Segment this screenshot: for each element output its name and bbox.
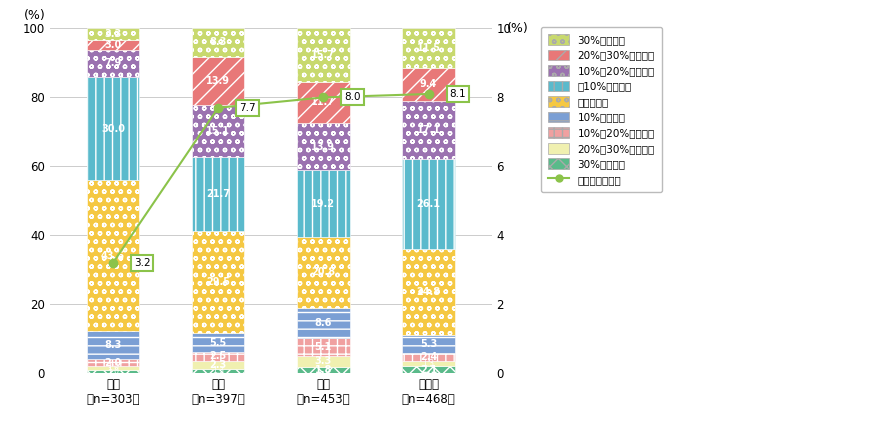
Bar: [191, 232, 244, 333]
Bar: [191, 157, 244, 232]
Text: 15.1: 15.1: [206, 126, 230, 136]
Text: 2.4: 2.4: [420, 352, 437, 362]
Bar: [86, 28, 139, 40]
Text: 29.5: 29.5: [206, 277, 230, 287]
Bar: [191, 352, 244, 361]
Text: 2.3: 2.3: [210, 360, 227, 370]
Text: 3.3: 3.3: [104, 29, 122, 39]
Text: 1.0: 1.0: [107, 363, 119, 373]
Text: 15.7: 15.7: [311, 50, 335, 60]
Bar: [402, 160, 455, 249]
Text: 5.3: 5.3: [420, 339, 437, 349]
Text: 8.3: 8.3: [104, 340, 122, 350]
Text: 11.7: 11.7: [311, 97, 335, 107]
Bar: [402, 29, 455, 68]
Text: 5.5: 5.5: [210, 338, 227, 348]
Bar: [297, 28, 349, 82]
Text: 8.0: 8.0: [344, 93, 361, 102]
Text: 7.7: 7.7: [239, 103, 256, 113]
Text: 11.5: 11.5: [416, 43, 440, 53]
Bar: [86, 77, 139, 181]
Text: 1.8: 1.8: [315, 365, 332, 375]
Text: 17.1: 17.1: [416, 125, 440, 135]
Text: 3.3: 3.3: [315, 356, 332, 366]
Bar: [86, 50, 139, 77]
Text: 3.0: 3.0: [104, 40, 122, 50]
Bar: [86, 370, 139, 373]
Text: 5.1: 5.1: [315, 342, 332, 352]
Bar: [402, 361, 455, 366]
Bar: [86, 181, 139, 331]
Bar: [297, 82, 349, 123]
Bar: [402, 68, 455, 101]
Text: 26.1: 26.1: [416, 200, 440, 209]
Text: 20.8: 20.8: [311, 267, 335, 277]
Text: 8.3: 8.3: [209, 37, 227, 48]
Y-axis label: (%): (%): [24, 8, 45, 21]
Bar: [297, 338, 349, 356]
Text: 2.5: 2.5: [210, 352, 227, 361]
Text: 24.8: 24.8: [416, 287, 441, 297]
Text: 1.3: 1.3: [422, 359, 435, 368]
Bar: [297, 123, 349, 171]
Text: 9.4: 9.4: [420, 79, 437, 89]
Bar: [402, 249, 455, 335]
Text: 13.9: 13.9: [311, 141, 335, 152]
Bar: [402, 353, 455, 361]
Text: 2.1: 2.1: [420, 365, 437, 375]
Text: 30.0: 30.0: [101, 124, 125, 134]
Text: 43.6: 43.6: [101, 250, 125, 261]
Bar: [297, 367, 349, 373]
Text: 8.6: 8.6: [315, 318, 332, 328]
Bar: [191, 105, 244, 157]
Text: 7.9: 7.9: [104, 59, 122, 69]
Bar: [402, 101, 455, 160]
Bar: [86, 366, 139, 370]
Bar: [86, 40, 139, 50]
Bar: [191, 361, 244, 369]
Bar: [191, 333, 244, 352]
Bar: [297, 237, 349, 308]
Bar: [402, 335, 455, 353]
Bar: [86, 331, 139, 360]
Bar: [191, 369, 244, 373]
Text: 1.3: 1.3: [212, 366, 224, 376]
Text: 1.0: 1.0: [107, 367, 119, 376]
Text: 3.2: 3.2: [134, 258, 151, 268]
Text: 8.1: 8.1: [450, 89, 467, 99]
Bar: [191, 57, 244, 105]
Bar: [297, 308, 349, 338]
Text: 19.2: 19.2: [311, 199, 335, 208]
Bar: [297, 356, 349, 367]
Text: 2.0: 2.0: [104, 358, 122, 368]
Bar: [402, 366, 455, 373]
Text: 13.9: 13.9: [206, 76, 230, 86]
Text: 21.7: 21.7: [206, 189, 230, 199]
Legend: 30%以上増加, 20%～30%未満増加, 10%～20%未満増加, ～10%未満増加, 変わらない, 10%未満減少, 10%～20%未満減少, 20%～30: 30%以上増加, 20%～30%未満増加, 10%～20%未満増加, ～10%未…: [541, 27, 662, 192]
Bar: [297, 171, 349, 237]
Bar: [86, 360, 139, 366]
Bar: [191, 28, 244, 57]
Y-axis label: (%): (%): [507, 21, 529, 35]
